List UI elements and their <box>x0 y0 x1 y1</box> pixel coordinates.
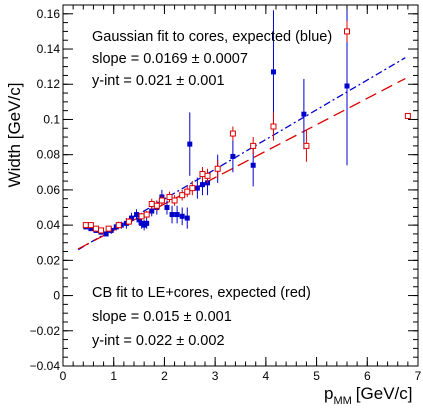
red-data-point <box>250 142 257 149</box>
red-data-point <box>171 197 178 204</box>
annotation-bottom-1: CB fit to LE+cores, expected (red) <box>92 285 311 301</box>
blue-data-point <box>250 162 256 168</box>
blue-data-point <box>230 153 236 159</box>
plot-frame <box>62 4 419 367</box>
blue-data-point <box>187 141 193 147</box>
red-data-point <box>166 193 173 200</box>
red-data-point <box>303 142 310 149</box>
red-data-point <box>138 213 145 220</box>
y-axis-label: Width [GeV/c] <box>5 83 24 188</box>
blue-data-point <box>344 83 350 89</box>
red-data-point <box>179 192 186 199</box>
red-data-point <box>199 171 206 178</box>
blue-data-point <box>134 212 140 218</box>
red-data-point <box>158 197 165 204</box>
blue-data-point <box>128 215 134 221</box>
blue-data-point <box>194 185 200 191</box>
x-tick-label: 7 <box>415 369 422 383</box>
blue-data-point <box>301 111 307 117</box>
y-tick-label: 0 <box>53 289 60 303</box>
data-series <box>82 6 411 237</box>
annotation-top-3: y-int = 0.021 ± 0.001 <box>92 73 225 89</box>
x-axis-label: pMM [GeV/c] <box>324 384 412 407</box>
blue-data-point <box>88 226 94 232</box>
red-data-point <box>115 222 122 229</box>
y-tick-label: 0.1 <box>43 112 60 126</box>
red-data-point <box>153 202 160 209</box>
blue-data-point <box>136 217 142 223</box>
blue-data-point <box>144 220 150 226</box>
blue-data-point <box>141 222 147 228</box>
blue-data-point <box>164 205 170 211</box>
axis-ticks: 0 1 2 3 4 5 6 7 −0.04 −0.02 0 0.02 0.04 0.06 0.08 0.1 0.… <box>30 4 422 383</box>
red-data-point <box>92 225 99 232</box>
blue-data-point <box>169 212 175 218</box>
y-tick-label: 0.06 <box>37 183 61 197</box>
annotation-bottom-3: y-int = 0.022 ± 0.002 <box>92 333 225 349</box>
blue-data-point <box>139 220 145 226</box>
y-tick-label: 0.08 <box>37 148 61 162</box>
red-data-point <box>98 227 105 234</box>
y-tick-label: 0.16 <box>37 7 61 21</box>
x-tick-label: 5 <box>313 369 320 383</box>
x-tick-label: 0 <box>60 369 67 383</box>
red-data-point <box>270 123 277 130</box>
annotation-top-2: slope = 0.0169 ± 0.0007 <box>92 51 248 67</box>
blue-data-point <box>199 182 205 188</box>
y-tick-label: 0.04 <box>37 218 61 232</box>
x-axis-label-subscript: MM <box>333 395 351 407</box>
red-data-point <box>184 188 191 195</box>
annotation-top-1: Gaussian fit to cores, expected (blue) <box>92 29 332 45</box>
x-tick-label: 4 <box>263 369 270 383</box>
red-data-point <box>125 218 132 225</box>
red-data-point <box>229 130 236 137</box>
red-data-point <box>189 185 196 192</box>
y-tick-label: 0.12 <box>37 77 61 91</box>
red-data-point <box>143 211 150 218</box>
blue-data-point <box>103 231 109 237</box>
annotation-bottom-2: slope = 0.015 ± 0.001 <box>92 309 232 325</box>
blue-data-point <box>184 215 190 221</box>
blue-data-point <box>270 69 276 75</box>
blue-data-point <box>174 212 180 218</box>
blue-data-point <box>149 208 155 214</box>
red-data-point <box>148 200 155 207</box>
blue-data-point <box>179 213 185 219</box>
x-tick-label: 3 <box>212 369 219 383</box>
x-tick-label: 6 <box>364 369 371 383</box>
x-tick-label: 1 <box>110 369 117 383</box>
y-tick-label: −0.04 <box>30 359 61 373</box>
y-tick-label: 0.02 <box>37 253 61 267</box>
red-data-point <box>344 28 350 35</box>
red-data-point <box>404 112 411 119</box>
red-data-point <box>105 225 112 232</box>
red-data-point <box>214 165 221 172</box>
x-tick-label: 2 <box>161 369 168 383</box>
y-tick-label: 0.14 <box>37 42 61 56</box>
y-tick-label: −0.02 <box>30 324 61 338</box>
red-data-point <box>204 172 211 179</box>
x-axis-label-main: p <box>324 384 333 403</box>
x-axis-label-unit: [GeV/c] <box>356 384 413 403</box>
red-data-point <box>82 222 89 229</box>
red-data-point <box>87 222 94 229</box>
